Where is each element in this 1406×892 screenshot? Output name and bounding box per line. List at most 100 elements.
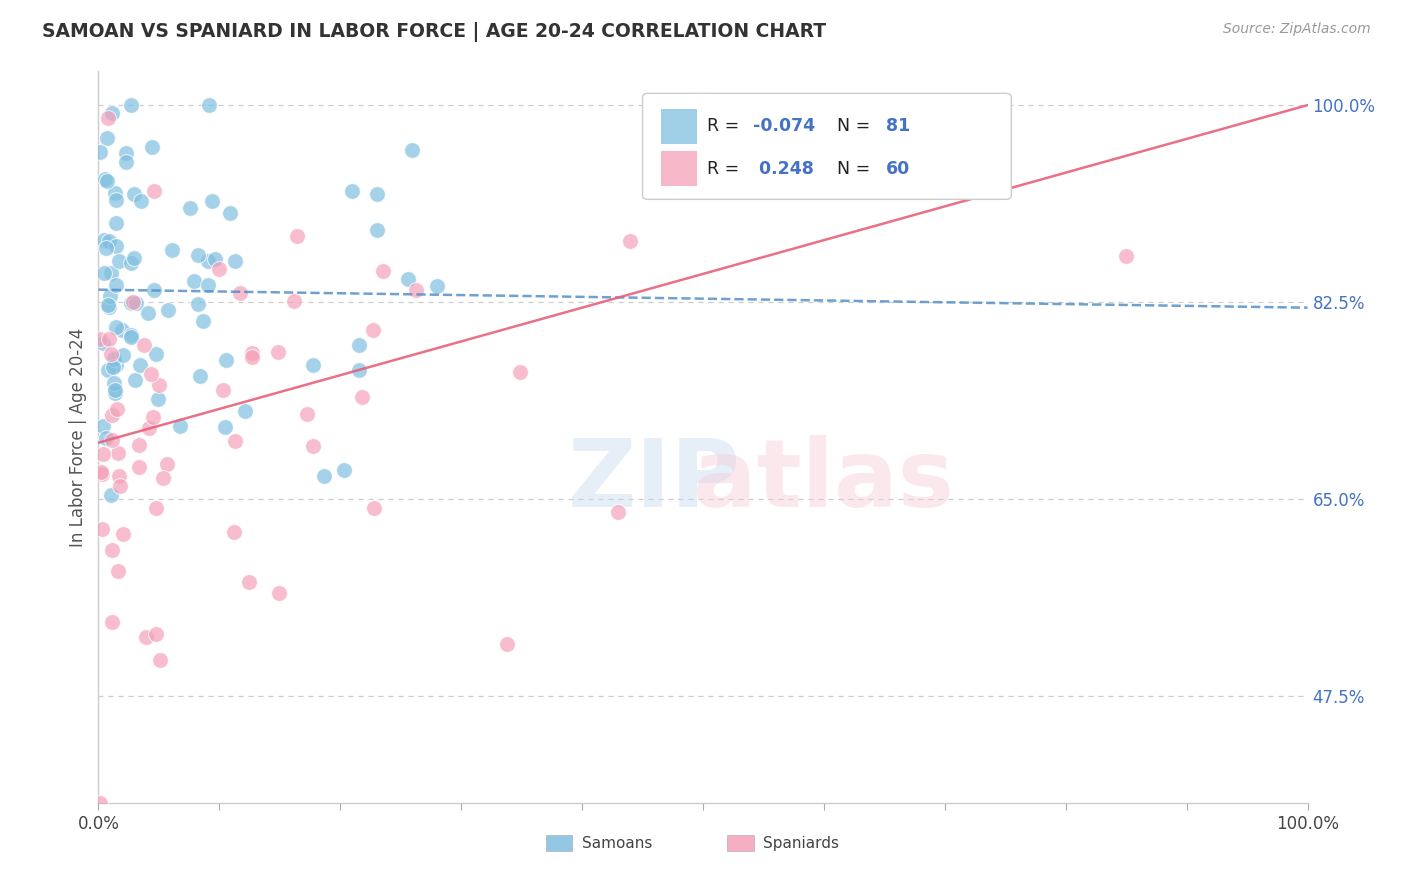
Point <box>361 322 384 336</box>
Point <box>90 465 112 479</box>
Point <box>103 359 125 374</box>
Text: SAMOAN VS SPANIARD IN LABOR FORCE | AGE 20-24 CORRELATION CHART: SAMOAN VS SPANIARD IN LABOR FORCE | AGE … <box>42 22 827 42</box>
Point <box>121 327 143 342</box>
Point <box>160 244 183 258</box>
Point <box>128 438 150 452</box>
Point <box>197 254 219 268</box>
Point <box>1115 249 1137 263</box>
Point <box>224 254 246 268</box>
Point <box>366 187 388 202</box>
Point <box>104 384 127 398</box>
Point <box>122 294 145 309</box>
Point <box>105 401 128 416</box>
Point <box>97 298 120 312</box>
FancyBboxPatch shape <box>661 151 697 186</box>
Point <box>111 526 134 541</box>
Point <box>224 434 246 448</box>
Point <box>314 468 336 483</box>
Point <box>149 652 172 666</box>
Point <box>101 409 124 423</box>
Point <box>198 98 221 112</box>
Point <box>349 363 371 377</box>
Point <box>340 185 363 199</box>
Point <box>93 233 115 247</box>
Text: N =: N = <box>837 160 876 178</box>
Point <box>188 369 211 384</box>
Point <box>302 439 325 453</box>
Point <box>222 524 245 539</box>
Point <box>96 174 118 188</box>
Point <box>333 463 356 477</box>
Point <box>108 469 131 483</box>
Point <box>129 359 152 373</box>
Point <box>101 543 124 558</box>
Point <box>124 373 146 387</box>
Text: R =: R = <box>707 160 744 178</box>
Point <box>96 131 118 145</box>
Point <box>103 376 125 390</box>
Point <box>201 194 224 209</box>
Point <box>101 615 124 630</box>
Point <box>145 627 167 641</box>
Point <box>105 239 128 253</box>
Point <box>141 140 163 154</box>
Point <box>352 391 374 405</box>
Point <box>103 352 125 367</box>
Point <box>89 145 111 159</box>
Point <box>104 186 127 201</box>
Point <box>91 336 114 351</box>
Point <box>115 155 138 169</box>
Point <box>100 266 122 280</box>
Point <box>156 457 179 471</box>
Point <box>107 564 129 578</box>
Point <box>495 637 517 651</box>
Point <box>401 143 423 157</box>
Point <box>405 283 427 297</box>
Point <box>97 300 120 314</box>
Point <box>107 446 129 460</box>
Point <box>90 467 112 481</box>
Point <box>187 248 209 262</box>
Text: Samoans: Samoans <box>582 836 652 851</box>
Point <box>347 338 370 352</box>
Point <box>240 345 263 359</box>
Text: -0.074: -0.074 <box>752 117 814 136</box>
Point <box>145 500 167 515</box>
Point <box>285 229 308 244</box>
Point <box>120 330 142 344</box>
Point <box>208 262 231 277</box>
Point <box>152 470 174 484</box>
Point <box>219 206 242 220</box>
Point <box>692 98 714 112</box>
Point <box>100 106 122 120</box>
Point <box>97 363 120 377</box>
Point <box>91 419 114 434</box>
Point <box>105 278 128 293</box>
Point <box>145 347 167 361</box>
Point <box>269 586 291 600</box>
Point <box>266 344 288 359</box>
Point <box>124 187 146 202</box>
Text: 81: 81 <box>886 117 910 136</box>
Point <box>607 505 630 519</box>
Point <box>122 251 145 265</box>
Point <box>129 194 152 209</box>
Point <box>183 274 205 288</box>
Point <box>90 522 112 536</box>
Point <box>212 383 235 397</box>
Point <box>132 338 155 352</box>
FancyBboxPatch shape <box>727 835 754 851</box>
Point <box>97 332 120 346</box>
Point <box>97 111 120 125</box>
Point <box>100 488 122 502</box>
Point <box>301 359 323 373</box>
Y-axis label: In Labor Force | Age 20-24: In Labor Force | Age 20-24 <box>69 327 87 547</box>
Text: R =: R = <box>707 117 744 136</box>
Point <box>128 460 150 475</box>
Point <box>120 296 142 310</box>
Point <box>96 241 118 255</box>
Point <box>108 253 131 268</box>
Text: atlas: atlas <box>693 435 955 527</box>
Point <box>148 378 170 392</box>
Point <box>124 296 146 310</box>
